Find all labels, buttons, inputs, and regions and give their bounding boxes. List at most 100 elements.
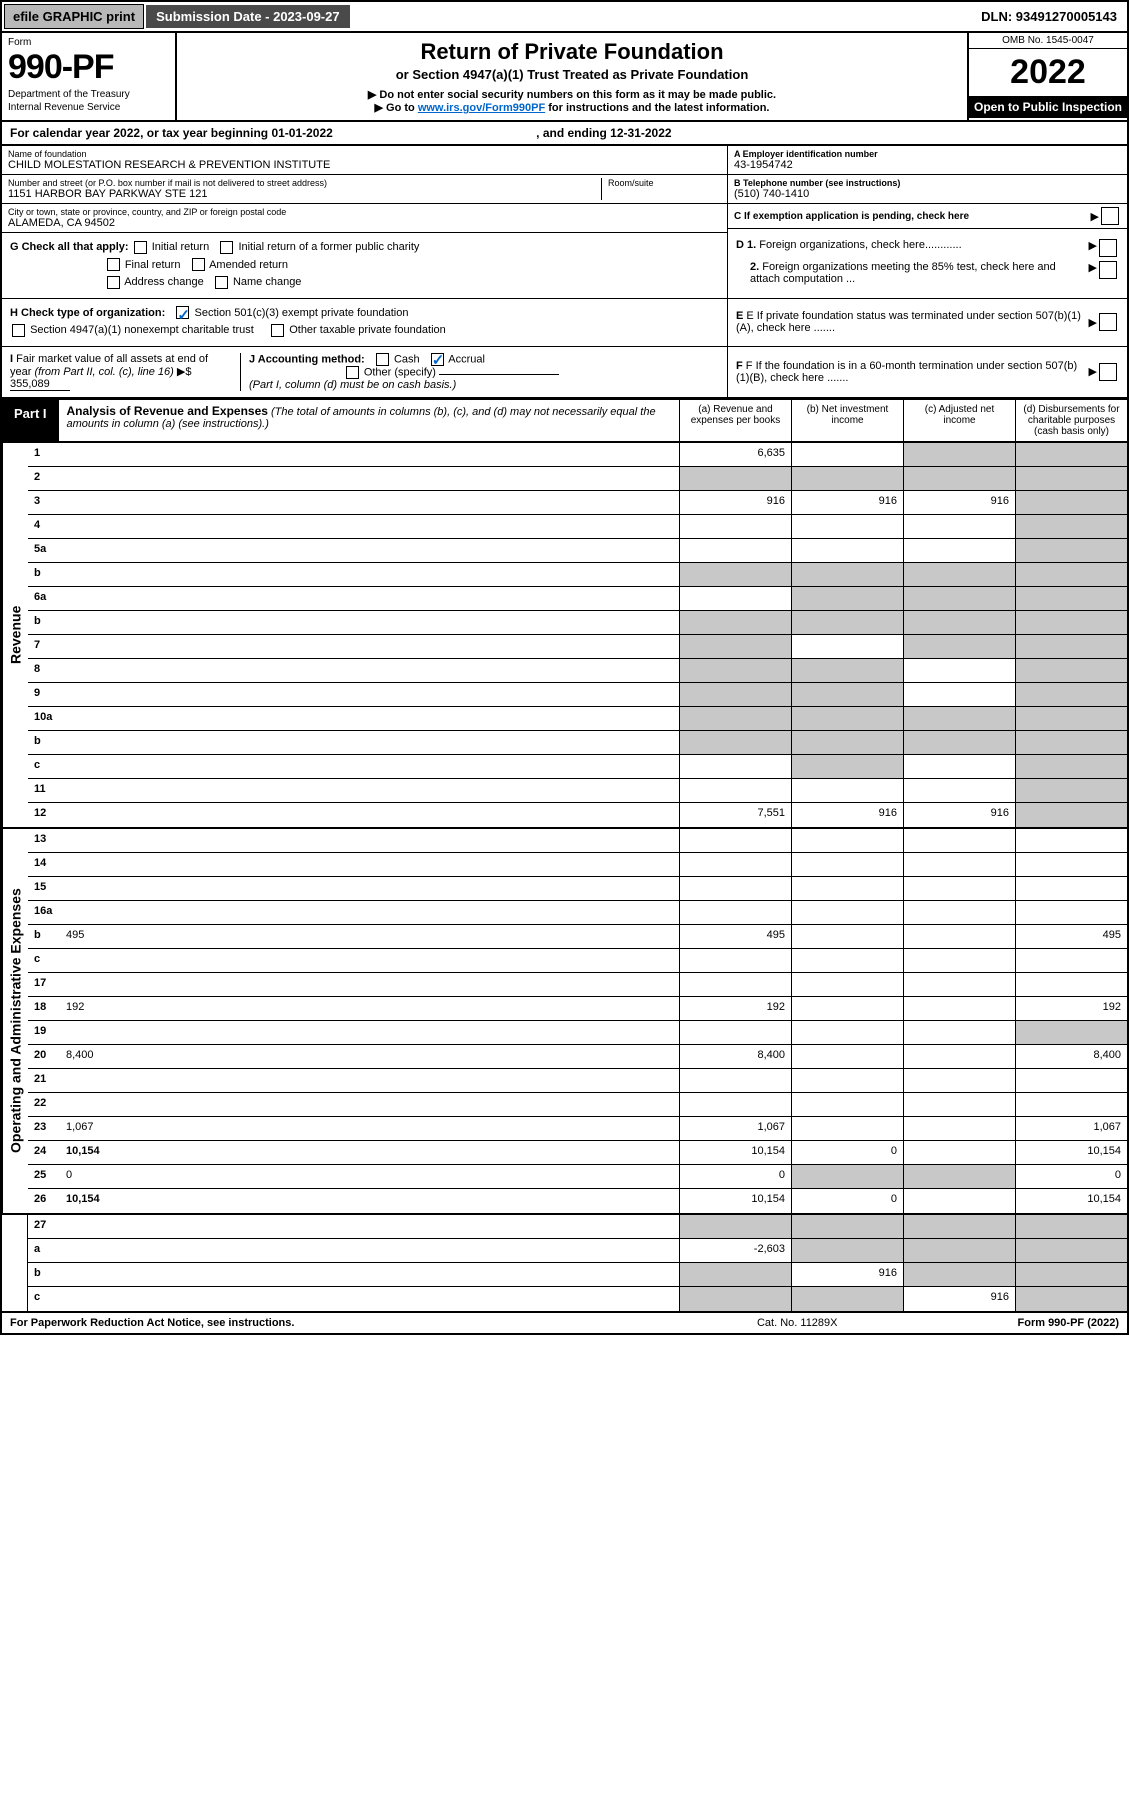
address-change-checkbox[interactable]	[107, 276, 120, 289]
cell-c	[903, 877, 1015, 900]
row-number: c	[28, 949, 62, 972]
table-row: 3916916916	[28, 491, 1127, 515]
cell-c	[903, 853, 1015, 876]
row-description	[62, 1093, 679, 1116]
row-number: 23	[28, 1117, 62, 1140]
cell-b	[791, 1165, 903, 1188]
cell-d	[1015, 539, 1127, 562]
cell-c	[903, 443, 1015, 466]
cell-c: 916	[903, 491, 1015, 514]
initial-return-checkbox[interactable]	[134, 241, 147, 254]
cell-d	[1015, 853, 1127, 876]
cell-b	[791, 925, 903, 948]
cell-b	[791, 611, 903, 634]
cell-b: 0	[791, 1189, 903, 1213]
foreign-org-checkbox[interactable]	[1099, 239, 1117, 257]
amended-return-checkbox[interactable]	[192, 258, 205, 271]
row-number: 3	[28, 491, 62, 514]
table-row: b916	[28, 1263, 1127, 1287]
cell-b	[791, 467, 903, 490]
cell-a	[679, 683, 791, 706]
row-number: 14	[28, 853, 62, 876]
4947a1-checkbox[interactable]	[12, 324, 25, 337]
row-description	[62, 1215, 679, 1238]
exemption-checkbox[interactable]	[1101, 207, 1119, 225]
terminated-checkbox[interactable]	[1099, 313, 1117, 331]
501c3-checkbox[interactable]	[176, 306, 189, 319]
row-number: 15	[28, 877, 62, 900]
name-change-checkbox[interactable]	[215, 276, 228, 289]
cell-c	[903, 683, 1015, 706]
section-i-j-f: I Fair market value of all assets at end…	[0, 347, 1129, 399]
cell-b	[791, 779, 903, 802]
row-description	[62, 853, 679, 876]
table-row: b	[28, 731, 1127, 755]
cell-d	[1015, 803, 1127, 827]
net-table: 27a-2,603b916c916	[0, 1215, 1129, 1313]
row-description	[62, 491, 679, 514]
form-title: Return of Private Foundation	[187, 39, 957, 65]
cell-d: 10,154	[1015, 1189, 1127, 1213]
row-description	[62, 443, 679, 466]
table-row: 22	[28, 1093, 1127, 1117]
cell-c	[903, 563, 1015, 586]
cell-c	[903, 707, 1015, 730]
cell-a	[679, 973, 791, 996]
cell-c	[903, 1069, 1015, 1092]
final-return-checkbox[interactable]	[107, 258, 120, 271]
60month-checkbox[interactable]	[1099, 363, 1117, 381]
efile-print-button[interactable]: efile GRAPHIC print	[4, 4, 144, 29]
cell-b	[791, 539, 903, 562]
cell-a: 0	[679, 1165, 791, 1188]
cell-b	[791, 683, 903, 706]
irs-link[interactable]: www.irs.gov/Form990PF	[418, 102, 545, 114]
accrual-checkbox[interactable]	[431, 353, 444, 366]
cell-a	[679, 707, 791, 730]
row-description: 192	[62, 997, 679, 1020]
cell-d: 495	[1015, 925, 1127, 948]
cell-a: 192	[679, 997, 791, 1020]
cell-d	[1015, 949, 1127, 972]
cell-d	[1015, 1239, 1127, 1262]
cell-c: 916	[903, 803, 1015, 827]
cell-b	[791, 1287, 903, 1311]
other-method-checkbox[interactable]	[346, 366, 359, 379]
row-description	[62, 829, 679, 852]
cell-c	[903, 467, 1015, 490]
cell-d: 10,154	[1015, 1141, 1127, 1164]
table-row: b	[28, 611, 1127, 635]
cell-c	[903, 611, 1015, 634]
initial-former-checkbox[interactable]	[220, 241, 233, 254]
open-public: Open to Public Inspection	[969, 96, 1127, 118]
cell-a	[679, 659, 791, 682]
row-number: b	[28, 1263, 62, 1286]
row-number: 13	[28, 829, 62, 852]
row-number: 7	[28, 635, 62, 658]
cell-a	[679, 539, 791, 562]
expenses-side-label: Operating and Administrative Expenses	[2, 829, 28, 1213]
table-row: 7	[28, 635, 1127, 659]
row-number: 11	[28, 779, 62, 802]
row-description	[62, 1069, 679, 1092]
cell-c	[903, 1045, 1015, 1068]
column-headers: (a) Revenue and expenses per books (b) N…	[679, 400, 1127, 441]
cell-a	[679, 611, 791, 634]
foreign-85-checkbox[interactable]	[1099, 261, 1117, 279]
cell-a	[679, 779, 791, 802]
row-description	[62, 1239, 679, 1262]
table-row: 17	[28, 973, 1127, 997]
row-number: c	[28, 1287, 62, 1311]
row-description	[62, 659, 679, 682]
cell-d	[1015, 901, 1127, 924]
cell-c	[903, 949, 1015, 972]
dln-number: DLN: 93491270005143	[971, 5, 1127, 28]
row-description	[62, 539, 679, 562]
cell-c	[903, 829, 1015, 852]
other-taxable-checkbox[interactable]	[271, 324, 284, 337]
row-number: a	[28, 1239, 62, 1262]
row-description: 10,154	[62, 1141, 679, 1164]
cash-checkbox[interactable]	[376, 353, 389, 366]
cell-d	[1015, 1093, 1127, 1116]
cell-a	[679, 563, 791, 586]
cell-b	[791, 731, 903, 754]
